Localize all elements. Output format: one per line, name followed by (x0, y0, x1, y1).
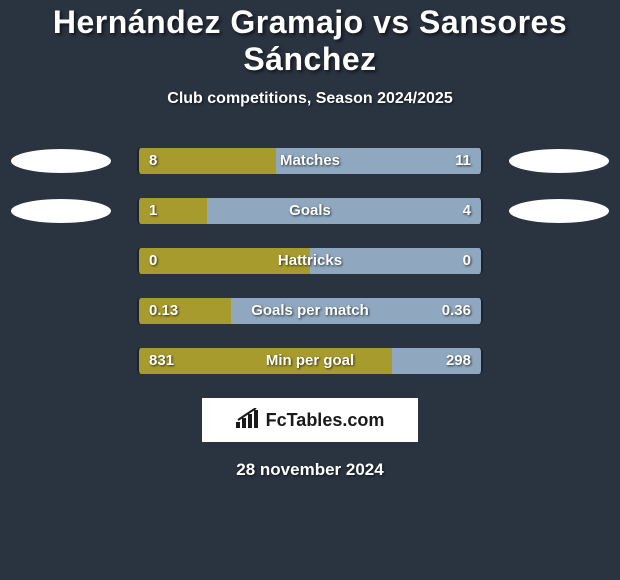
stat-rows: 811Matches14Goals00Hattricks0.130.36Goal… (0, 148, 620, 374)
bar-left-fill (139, 348, 392, 374)
date-label: 28 november 2024 (0, 460, 620, 480)
stat-bar: 0.130.36Goals per match (137, 298, 483, 324)
value-right: 4 (463, 198, 471, 224)
stat-row: 831298Min per goal (0, 348, 620, 374)
value-left: 0 (149, 248, 157, 274)
page-subtitle: Club competitions, Season 2024/2025 (0, 90, 620, 108)
bar-right-fill (207, 198, 481, 224)
stat-bar: 811Matches (137, 148, 483, 174)
value-left: 0.13 (149, 298, 178, 324)
team-marker-left (11, 149, 111, 173)
stat-bar: 831298Min per goal (137, 348, 483, 374)
chart-icon (236, 408, 260, 433)
bar-right-fill (310, 248, 481, 274)
stat-row: 00Hattricks (0, 248, 620, 274)
value-right: 11 (455, 148, 471, 174)
logo-box: FcTables.com (202, 398, 418, 442)
value-left: 831 (149, 348, 174, 374)
bar-right-fill (276, 148, 481, 174)
team-marker-right (509, 149, 609, 173)
team-marker-right (509, 199, 609, 223)
stat-bar: 00Hattricks (137, 248, 483, 274)
stat-row: 14Goals (0, 198, 620, 224)
stat-bar: 14Goals (137, 198, 483, 224)
value-left: 8 (149, 148, 157, 174)
comparison-card: Hernández Gramajo vs Sansores Sánchez Cl… (0, 0, 620, 480)
value-right: 0.36 (442, 298, 471, 324)
stat-row: 811Matches (0, 148, 620, 174)
team-marker-left (11, 199, 111, 223)
value-right: 298 (446, 348, 471, 374)
page-title: Hernández Gramajo vs Sansores Sánchez (0, 4, 620, 78)
value-left: 1 (149, 198, 157, 224)
logo-text: FcTables.com (266, 410, 385, 431)
bar-left-fill (139, 148, 276, 174)
bar-left-fill (139, 248, 310, 274)
stat-row: 0.130.36Goals per match (0, 298, 620, 324)
value-right: 0 (463, 248, 471, 274)
